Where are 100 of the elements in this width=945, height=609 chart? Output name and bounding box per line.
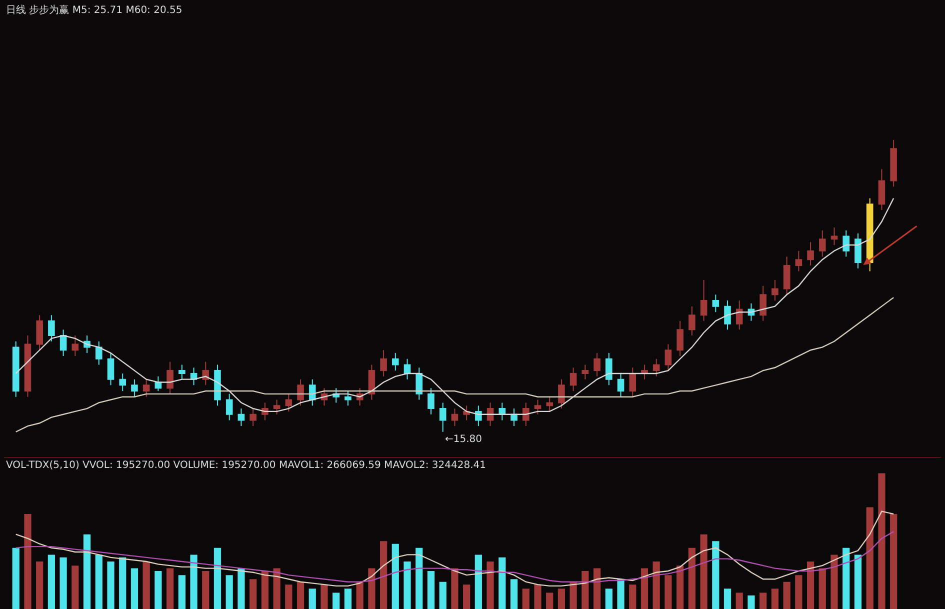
candlestick	[404, 358, 411, 380]
bar	[308, 588, 316, 609]
candlestick	[724, 300, 731, 330]
candlestick	[736, 300, 743, 330]
candlestick	[712, 294, 720, 313]
candlestick	[416, 367, 423, 400]
bar	[24, 514, 32, 609]
bar	[72, 566, 79, 609]
candlestick	[475, 405, 482, 427]
bar	[498, 557, 506, 609]
candlestick	[700, 280, 708, 322]
candlestick	[522, 402, 530, 427]
candlestick	[546, 396, 553, 412]
candlestick	[12, 340, 20, 398]
candlestick	[854, 232, 862, 269]
bar	[250, 579, 257, 609]
bar	[178, 575, 186, 609]
candlestick	[297, 378, 304, 406]
bar	[582, 571, 589, 609]
candlestick	[214, 364, 221, 406]
candlestick	[582, 364, 589, 380]
bar	[652, 562, 660, 609]
bar	[605, 588, 612, 609]
candlestick	[510, 408, 518, 427]
bar	[736, 592, 743, 609]
bar	[795, 575, 802, 609]
candlestick	[617, 372, 624, 398]
bar	[748, 595, 755, 609]
bar	[783, 582, 790, 609]
candlestick	[36, 314, 43, 351]
chart-title: VOL-TDX(5,10) VVOL: 195270.00 VOLUME: 195270.00 MAVOL1: 266069.59 MAVOL2: 324428.41	[6, 460, 486, 471]
bar	[119, 557, 126, 609]
bar	[546, 592, 554, 609]
candlestick	[772, 280, 778, 301]
bar	[439, 582, 446, 609]
candlestick	[60, 329, 67, 356]
bar	[593, 568, 601, 609]
bar	[664, 575, 672, 609]
bar	[866, 507, 874, 609]
candlestick	[807, 242, 814, 266]
candlestick	[652, 358, 660, 377]
candlestick	[676, 320, 684, 356]
candlestick	[795, 250, 802, 272]
bar	[854, 554, 862, 609]
candlestick	[392, 352, 399, 372]
candlestick	[428, 388, 434, 415]
bar	[510, 579, 518, 609]
candlestick	[142, 378, 150, 398]
candlestick	[178, 364, 186, 380]
bar	[534, 584, 542, 609]
bar	[463, 584, 470, 609]
bar	[95, 554, 102, 609]
bar	[640, 568, 648, 609]
candlestick	[131, 378, 138, 398]
bar	[771, 588, 779, 609]
bar	[451, 568, 458, 609]
candlestick	[95, 340, 102, 366]
bar	[629, 584, 636, 609]
bar	[842, 548, 850, 609]
candlestick	[285, 393, 292, 412]
candlestick	[498, 402, 506, 421]
candlestick	[605, 352, 612, 386]
bar	[190, 554, 198, 609]
bar	[818, 568, 826, 609]
candlestick	[273, 399, 280, 415]
candlestick	[688, 306, 696, 336]
bar	[166, 568, 174, 609]
candlestick	[368, 364, 376, 400]
candlestick	[830, 226, 838, 246]
bar	[202, 571, 210, 609]
bar	[60, 557, 67, 609]
candlestick	[380, 350, 387, 377]
bar	[416, 548, 423, 609]
bar	[154, 571, 162, 609]
candlestick	[842, 230, 850, 258]
bar	[712, 541, 720, 609]
bar	[724, 588, 732, 609]
bar	[392, 544, 399, 609]
bar	[226, 575, 233, 609]
bar	[700, 534, 708, 609]
bar	[142, 562, 150, 609]
bar	[688, 548, 696, 609]
bar	[285, 584, 292, 609]
candlestick	[570, 367, 577, 392]
bar	[570, 582, 577, 609]
candlestick	[760, 285, 766, 322]
candlestick	[202, 361, 210, 386]
bar	[617, 579, 624, 609]
candlestick	[439, 402, 446, 432]
bar	[48, 554, 55, 609]
candlestick	[629, 367, 636, 398]
candlestick	[119, 372, 126, 392]
candlestick	[486, 402, 494, 427]
bar	[806, 562, 814, 609]
candlestick	[166, 361, 174, 394]
candlestick	[344, 390, 352, 406]
candlestick	[250, 408, 256, 427]
bar	[427, 571, 435, 609]
candlestick	[534, 399, 542, 415]
candlestick	[878, 168, 886, 210]
